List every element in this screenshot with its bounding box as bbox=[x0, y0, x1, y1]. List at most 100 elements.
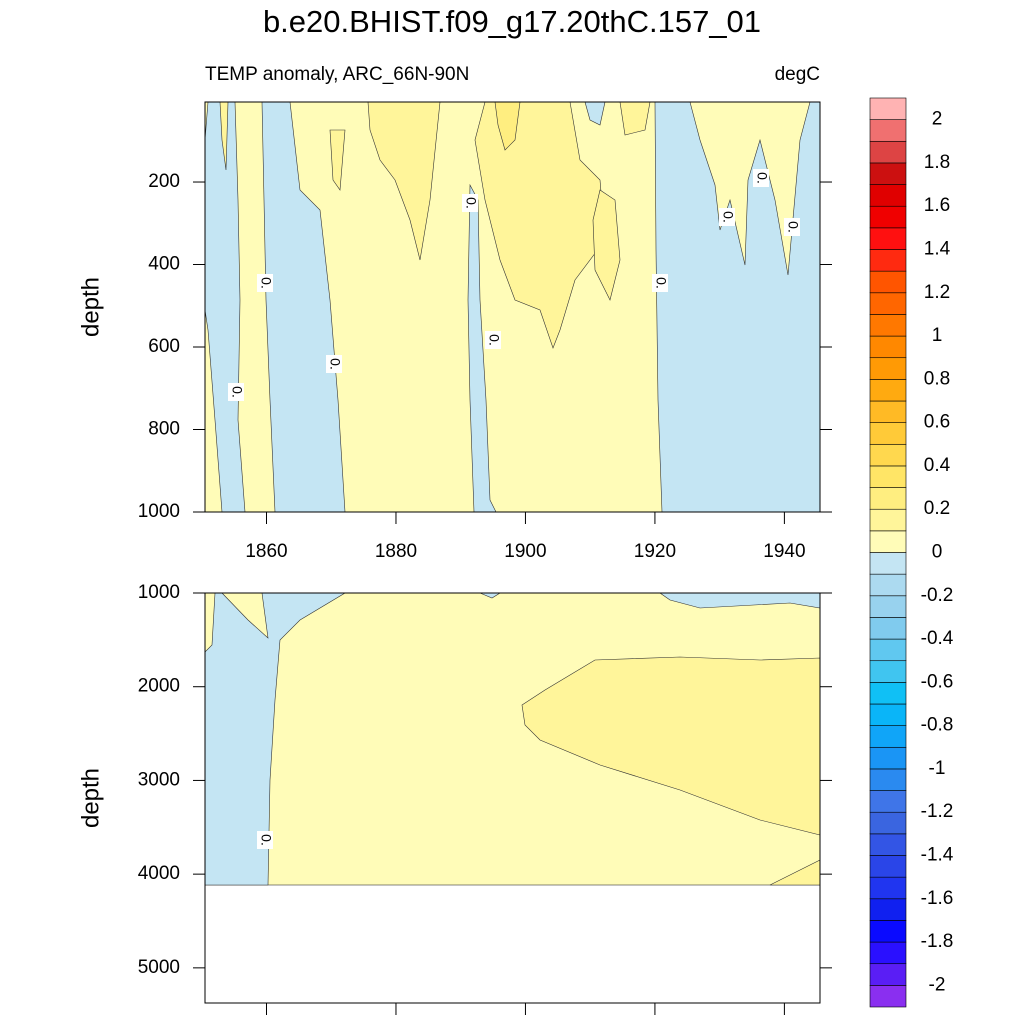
contour-label: 0. bbox=[720, 211, 736, 223]
colorbar-label: -1.2 bbox=[921, 801, 954, 822]
contour-label-bg bbox=[485, 331, 501, 349]
colorbar-box bbox=[869, 920, 907, 943]
colorbar-box bbox=[869, 508, 907, 532]
colorbar-box bbox=[869, 941, 907, 965]
contour-label-bg bbox=[257, 274, 273, 292]
contour-label: 0. bbox=[463, 197, 479, 209]
y-tick-label: 3000 bbox=[138, 769, 180, 790]
y-tick-label: 800 bbox=[148, 419, 180, 440]
contour-label-bg bbox=[719, 208, 735, 226]
contour-label-bg bbox=[228, 383, 244, 401]
colorbar-box bbox=[869, 162, 907, 185]
colorbar-label: 1.4 bbox=[924, 239, 951, 260]
x-tick-label: 1940 bbox=[763, 541, 805, 562]
colorbar-box bbox=[869, 357, 907, 380]
contour-label: 0. bbox=[258, 834, 274, 846]
colorbar-box bbox=[869, 205, 907, 229]
colorbar-label: -1.4 bbox=[921, 845, 954, 866]
colorbar-box bbox=[869, 617, 907, 640]
colorbar-label: 1.8 bbox=[924, 152, 950, 173]
contour-region bbox=[367, 101, 441, 261]
x-tick-label: 1920 bbox=[634, 541, 676, 562]
colorbar-box bbox=[869, 314, 907, 337]
colorbar-box bbox=[869, 227, 907, 250]
colorbar-label: 1.2 bbox=[924, 282, 950, 303]
colorbar-label: -2 bbox=[929, 974, 946, 995]
colorbar-box bbox=[869, 682, 907, 705]
colorbar-box bbox=[869, 660, 907, 683]
contour-label: 0. bbox=[754, 172, 770, 184]
colorbar-box bbox=[869, 487, 907, 510]
colorbar-label: -0.2 bbox=[921, 585, 954, 606]
colorbar-box bbox=[869, 790, 907, 813]
colorbar-box bbox=[869, 184, 907, 207]
y-tick-label: 400 bbox=[148, 254, 180, 275]
colorbar-label: 0.2 bbox=[924, 498, 950, 519]
colorbar-box bbox=[869, 855, 907, 878]
contour-label-bg bbox=[784, 218, 800, 236]
colorbar-box bbox=[869, 898, 907, 921]
plot-frame bbox=[204, 101, 821, 513]
colorbar-label: -0.6 bbox=[921, 671, 954, 692]
x-tick-label: 1860 bbox=[245, 541, 287, 562]
colorbar-box bbox=[869, 746, 907, 770]
contour-region bbox=[467, 183, 497, 513]
colorbar-label: 0 bbox=[932, 542, 943, 563]
y-tick-label: 4000 bbox=[138, 863, 180, 884]
colorbar-label: -1.6 bbox=[921, 888, 954, 909]
y-tick-label: 5000 bbox=[138, 957, 180, 978]
subtitle-left: TEMP anomaly, ARC_66N-90N bbox=[205, 64, 469, 85]
contour-fills-bottom bbox=[204, 592, 821, 886]
contour-label: 0. bbox=[653, 277, 669, 289]
contour-fills-top bbox=[204, 101, 821, 513]
colorbar-box bbox=[869, 963, 907, 986]
y-tick-label: 1000 bbox=[138, 582, 180, 603]
colorbar-box bbox=[869, 725, 907, 748]
y-tick-label: 200 bbox=[148, 171, 180, 192]
contour-label: 0. bbox=[327, 358, 343, 370]
colorbar-box bbox=[869, 270, 907, 294]
colorbar-box bbox=[869, 400, 907, 423]
contour-region bbox=[592, 189, 621, 301]
x-tick-label: 1900 bbox=[504, 541, 546, 562]
colorbar-box bbox=[869, 985, 907, 1008]
y-axis-label: depth bbox=[77, 277, 104, 337]
colorbar-box bbox=[869, 811, 907, 835]
colorbar-label: 1 bbox=[932, 325, 943, 346]
colorbar-label: -0.4 bbox=[921, 628, 954, 649]
x-tick-label: 1880 bbox=[375, 541, 417, 562]
contour-region bbox=[204, 592, 347, 886]
contour-label-bg bbox=[257, 831, 273, 849]
colorbar-box bbox=[869, 379, 907, 402]
colorbar-box bbox=[869, 876, 907, 900]
contour-label-bg bbox=[652, 274, 668, 292]
colorbar-label: 1.6 bbox=[924, 195, 950, 216]
colorbar-box bbox=[869, 833, 907, 856]
colorbar-box bbox=[869, 638, 907, 662]
contour-label: 0. bbox=[785, 221, 801, 233]
colorbar-box bbox=[869, 595, 907, 618]
colorbar-box bbox=[869, 119, 907, 142]
colorbar-label: -1.8 bbox=[921, 931, 954, 952]
colorbar-label: -1 bbox=[929, 758, 946, 779]
colorbar-box bbox=[869, 703, 907, 726]
colorbar-label: 0.8 bbox=[924, 368, 950, 389]
chart-title: b.e20.BHIST.f09_g17.20thC.157_01 bbox=[263, 4, 761, 39]
plot-frame bbox=[204, 592, 821, 1004]
contour-region bbox=[474, 101, 606, 349]
colorbar-box bbox=[869, 530, 907, 553]
y-tick-label: 2000 bbox=[138, 676, 180, 697]
colorbar-box bbox=[869, 443, 907, 467]
colorbar-box bbox=[869, 249, 907, 272]
colorbar-box bbox=[869, 422, 907, 445]
colorbar-label: 2 bbox=[932, 109, 943, 130]
colorbar-box bbox=[869, 465, 907, 488]
y-tick-label: 1000 bbox=[138, 501, 180, 522]
colorbar-label: 0.4 bbox=[924, 455, 951, 476]
contour-label: 0. bbox=[229, 386, 245, 398]
contour-label-bg bbox=[753, 169, 769, 187]
contour-label: 0. bbox=[258, 277, 274, 289]
colorbar-box bbox=[869, 97, 907, 120]
contour-region bbox=[329, 129, 346, 191]
